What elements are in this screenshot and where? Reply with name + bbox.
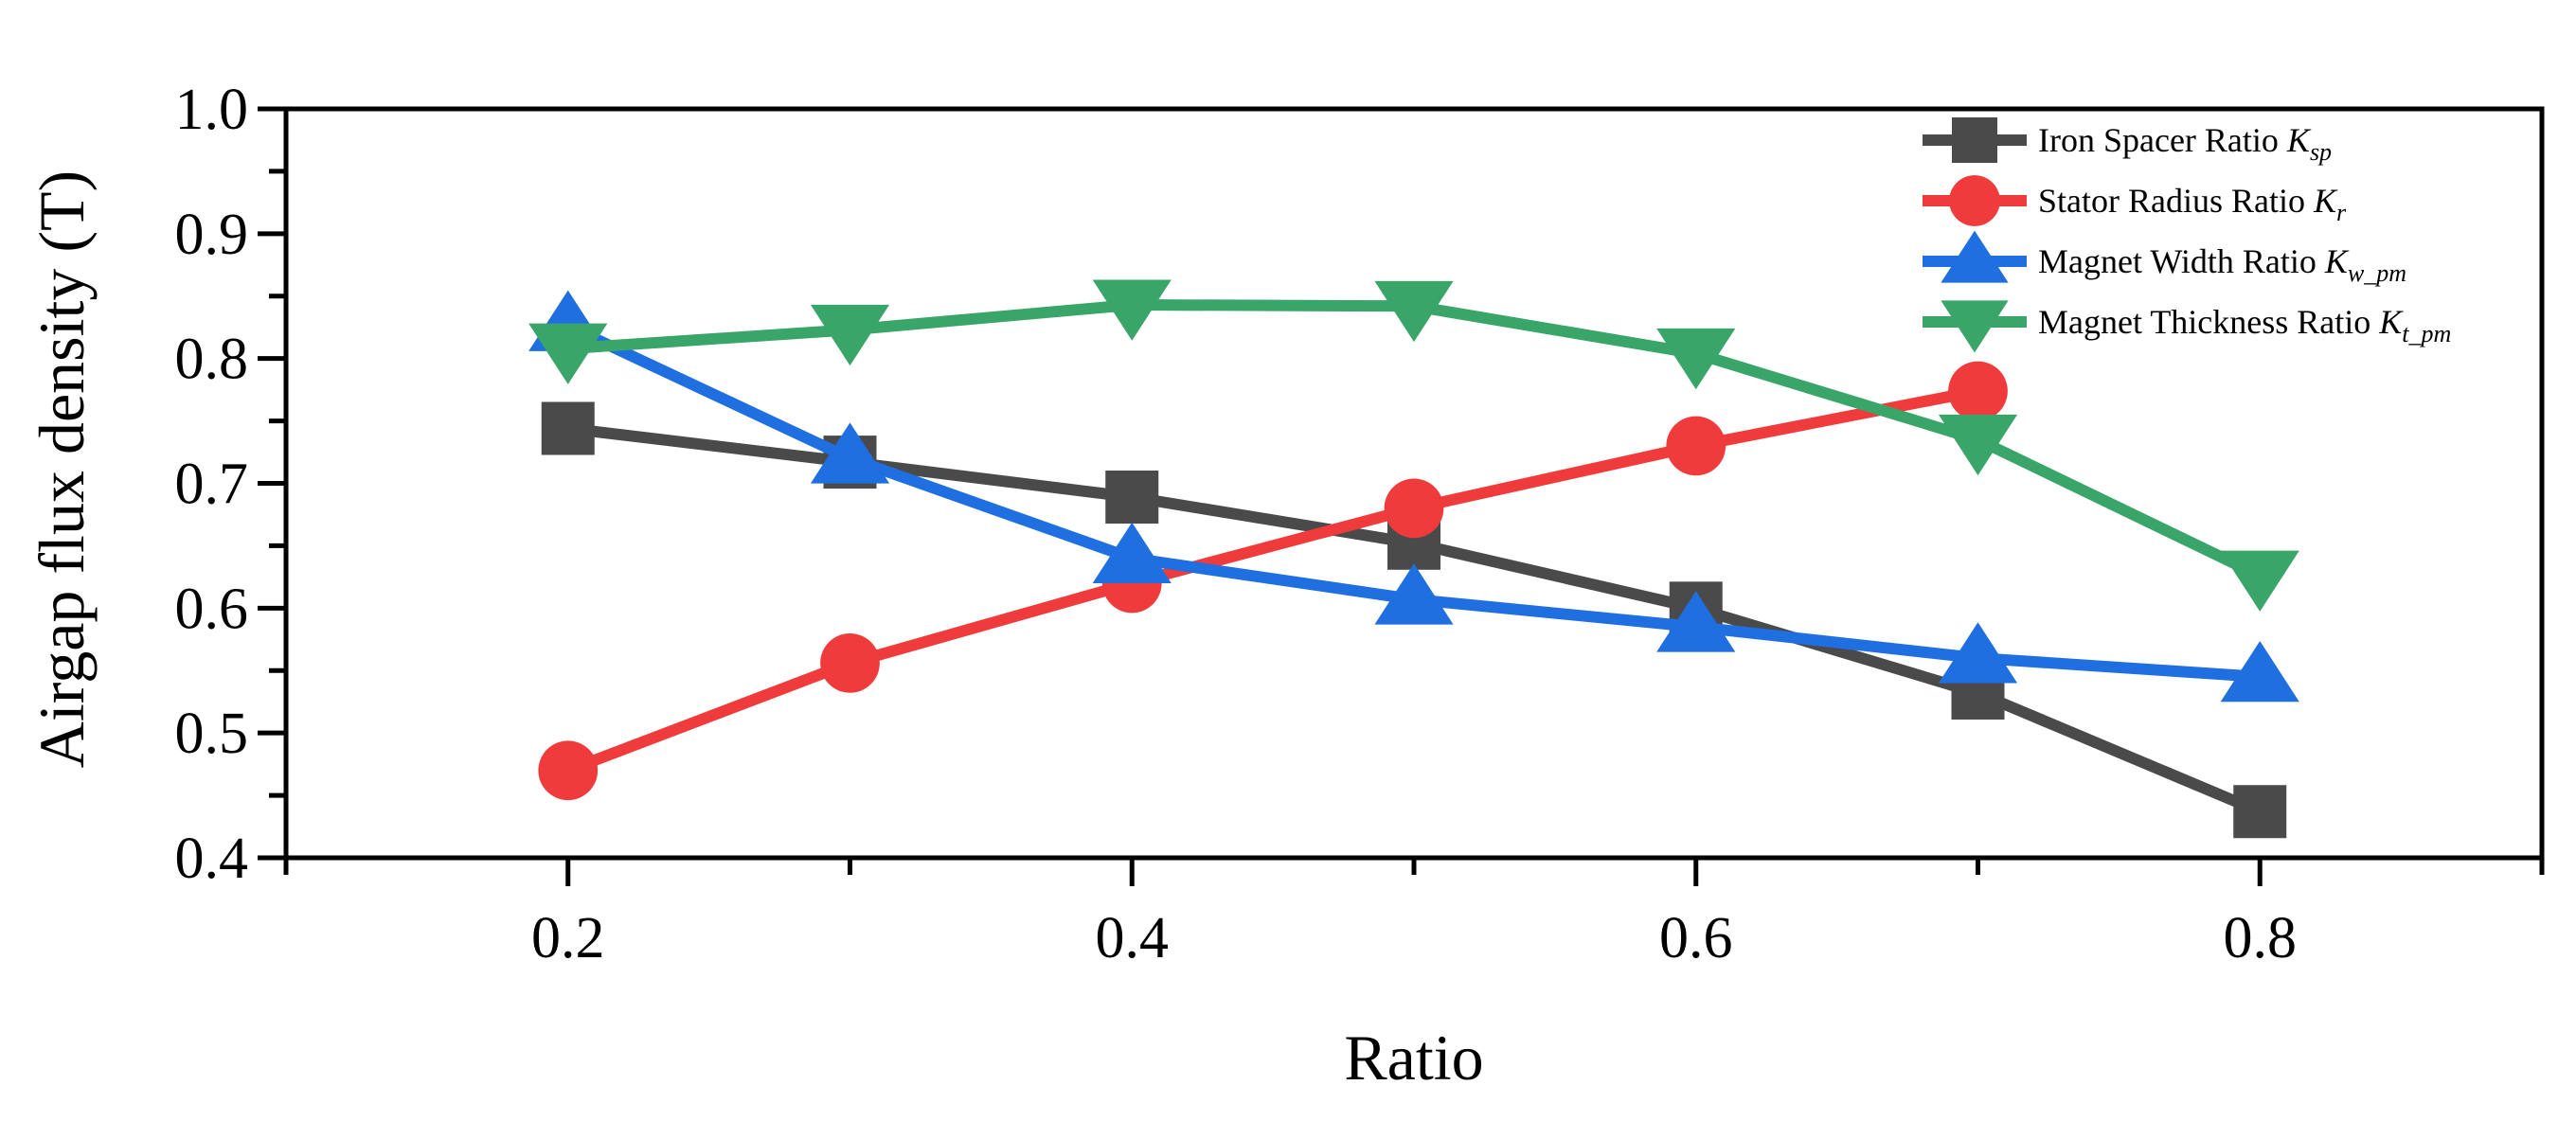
data-point-square — [2233, 785, 2287, 839]
data-point-triangle-up — [1092, 522, 1172, 584]
legend-label: Magnet Width Ratio Kw_pm — [2038, 242, 2406, 287]
data-point-triangle-up — [1938, 622, 2018, 684]
legend-label: Stator Radius Ratio Kr — [2038, 182, 2347, 226]
data-point-triangle-down — [1374, 280, 1454, 343]
data-point-circle — [1666, 416, 1726, 476]
data-point-triangle-up — [1656, 591, 1736, 652]
data-point-square — [1952, 117, 1997, 163]
data-point-triangle-up — [810, 422, 890, 484]
series-2 — [538, 361, 2008, 801]
data-point-square — [1105, 471, 1159, 525]
data-point-triangle-down — [1938, 414, 2018, 476]
axes: 0.2 0.4 0.6 0.8 0.4 0.5 0.6 0.7 0.8 0.9 1.0 — [175, 78, 2545, 970]
data-point-circle — [1384, 478, 1444, 539]
x-tick-label: 0.6 — [1659, 906, 1733, 970]
data-point-triangle-up — [1374, 563, 1454, 625]
y-tick-label: 0.4 — [175, 827, 249, 891]
x-tick-label: 0.2 — [531, 906, 605, 970]
x-axis-title: Ratio — [1344, 1022, 1483, 1094]
legend-item: Iron Spacer Ratio Ksp — [1923, 117, 2332, 166]
legend: Iron Spacer Ratio Ksp Stator Radius Ratio… — [1923, 117, 2451, 353]
data-point-square — [541, 401, 595, 455]
data-point-circle — [820, 632, 880, 693]
y-tick-label: 1.0 — [175, 78, 249, 142]
data-point-triangle-down — [1656, 328, 1736, 390]
y-tick-label: 0.6 — [175, 577, 249, 641]
legend-label: Magnet Thickness Ratio Kt_pm — [2038, 303, 2451, 347]
data-point-triangle-down — [528, 323, 608, 384]
y-axis-title: Airgap flux density (T) — [26, 170, 98, 768]
legend-item: Stator Radius Ratio Kr — [1923, 175, 2347, 226]
y-tick-label: 0.9 — [175, 203, 249, 267]
data-point-triangle-down — [810, 304, 890, 366]
x-tick-label: 0.8 — [2224, 906, 2298, 970]
data-point-triangle-down — [2220, 550, 2299, 612]
legend-label: Iron Spacer Ratio Ksp — [2038, 121, 2332, 166]
legend-item: Magnet Width Ratio Kw_pm — [1923, 230, 2406, 287]
data-point-triangle-up — [1941, 230, 2009, 283]
x-tick-label: 0.4 — [1096, 906, 1170, 970]
y-tick-label: 0.8 — [175, 328, 249, 392]
legend-item: Magnet Thickness Ratio Kt_pm — [1923, 300, 2451, 353]
data-point-circle — [1949, 175, 2000, 226]
y-tick-label: 0.5 — [175, 702, 249, 766]
data-point-triangle-down — [1941, 300, 2009, 353]
data-point-circle — [538, 740, 599, 801]
data-point-triangle-down — [1092, 279, 1172, 341]
plot-area — [528, 279, 2299, 839]
data-point-triangle-up — [2220, 641, 2299, 703]
series-line — [565, 385, 1979, 776]
y-tick-label: 0.7 — [175, 453, 249, 517]
series-4 — [528, 279, 2299, 612]
data-point-circle — [1948, 361, 2008, 421]
